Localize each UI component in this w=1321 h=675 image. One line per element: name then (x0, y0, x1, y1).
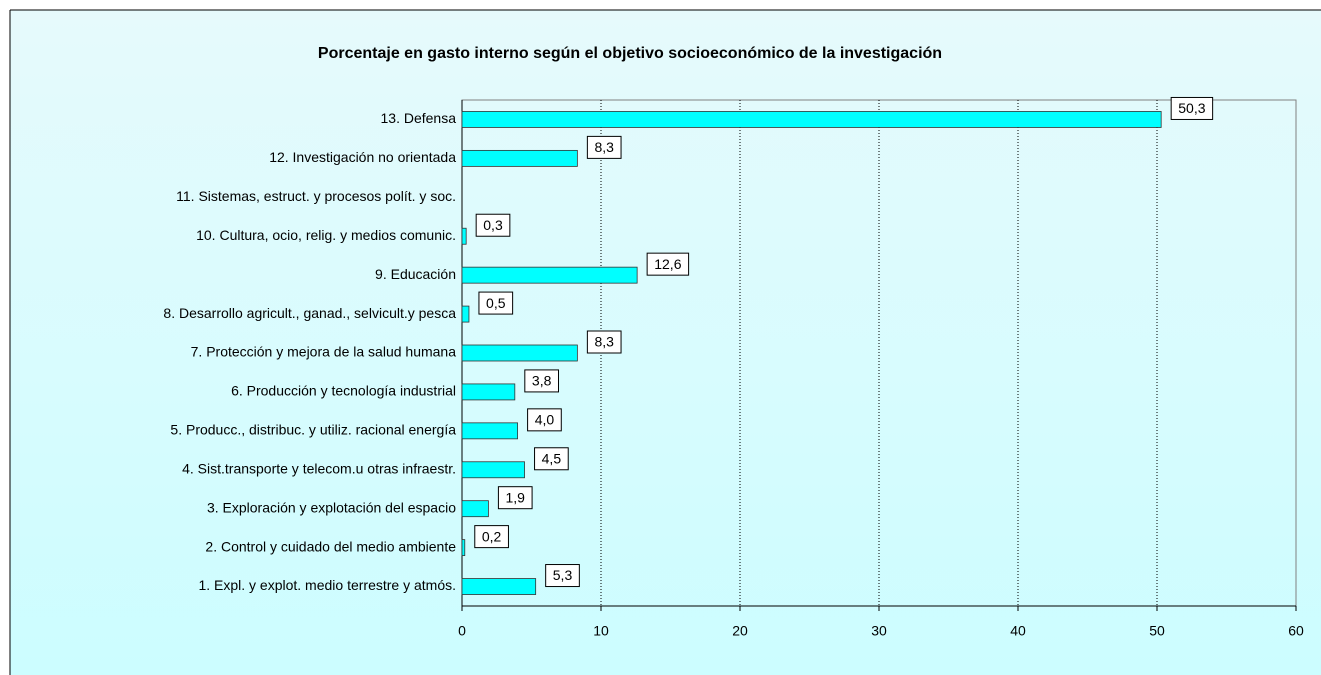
value-label-box (1170, 96, 1214, 120)
value-label: 4,0 (535, 412, 555, 428)
value-label: 8,3 (594, 334, 614, 350)
value-label: 12,6 (654, 256, 681, 272)
value-label: 0,2 (482, 528, 502, 544)
value-label-box (534, 447, 569, 471)
y-tick-label: 2. Control y cuidado del medio ambiente (205, 538, 456, 554)
bar (461, 305, 470, 323)
x-tick-label: 10 (593, 623, 609, 639)
y-tick-label: 13. Defensa (381, 110, 457, 126)
bar (461, 344, 578, 362)
y-tick-label: 6. Producción y tecnología industrial (231, 383, 456, 399)
value-label-box (497, 486, 533, 510)
value-label-box (545, 564, 580, 588)
value-label: 3,8 (532, 373, 552, 389)
x-tick-label: 50 (1149, 623, 1165, 639)
value-label: 1,9 (506, 489, 526, 505)
x-tick-label: 20 (732, 623, 748, 639)
value-label: 0,3 (483, 217, 503, 233)
y-tick-label: 4. Sist.transporte y telecom.u otras inf… (182, 460, 456, 476)
y-tick-label: 5. Producc., distribuc. y utiliz. racion… (170, 422, 456, 438)
x-tick-label: 30 (871, 623, 887, 639)
chart-title: Porcentaje en gasto interno según el obj… (318, 45, 942, 62)
value-label-box (586, 135, 622, 159)
bar (461, 461, 525, 479)
y-tick-label: 7. Protección y mejora de la salud human… (191, 344, 457, 360)
y-tick-label: 9. Educación (375, 266, 456, 282)
bar (461, 422, 518, 440)
bar (461, 578, 537, 595)
value-label-box (524, 369, 559, 393)
value-label: 5,3 (553, 567, 573, 583)
bar (461, 266, 638, 284)
value-label: 0,5 (486, 295, 506, 311)
x-tick-label: 60 (1288, 623, 1304, 639)
y-tick-label: 12. Investigación no orientada (269, 149, 456, 165)
bar (461, 149, 578, 167)
value-label-box (586, 330, 622, 354)
x-tick-label: 0 (458, 623, 466, 639)
value-label-box (475, 213, 511, 237)
y-tick-label: 8. Desarrollo agricult., ganad., selvicu… (163, 305, 456, 321)
chart-background (10, 10, 1321, 675)
bar (461, 227, 467, 245)
y-tick-label: 11. Sistemas, estruct. y procesos polít.… (176, 188, 456, 204)
value-label-box (478, 291, 514, 315)
y-tick-label: 1. Expl. y explot. medio terrestre y atm… (198, 577, 456, 593)
x-tick-label: 40 (1010, 623, 1026, 639)
value-label: 8,3 (594, 139, 614, 155)
bar (461, 111, 1162, 128)
value-label: 4,5 (542, 450, 562, 466)
value-label-box (527, 408, 562, 432)
value-label: 50,3 (1178, 100, 1205, 116)
bar (461, 539, 466, 557)
bar (461, 500, 489, 518)
value-label-box (474, 525, 509, 549)
y-tick-label: 3. Exploración y explotación del espacio (207, 499, 456, 515)
bar (461, 383, 516, 401)
value-label-box (646, 252, 690, 276)
y-tick-label: 10. Cultura, ocio, relig. y medios comun… (196, 227, 456, 243)
